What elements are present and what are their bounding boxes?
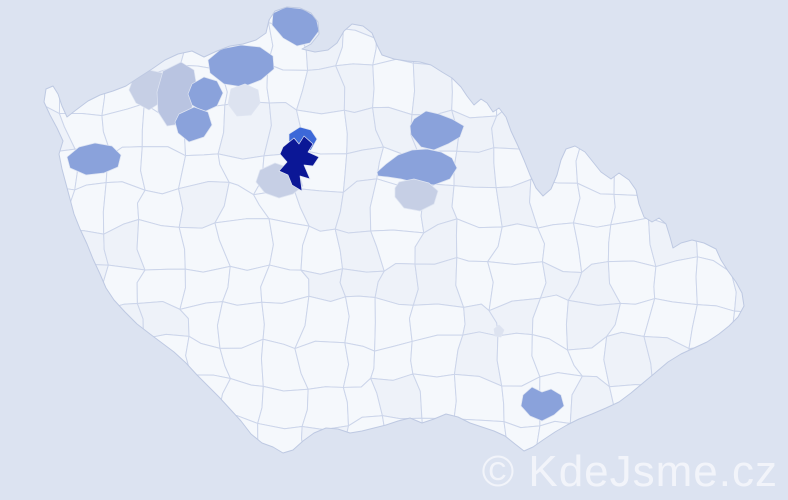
district-cell[interactable] [344, 295, 376, 352]
district-east-2[interactable] [376, 148, 458, 186]
district-south-2[interactable] [493, 324, 505, 338]
country-outline [43, 6, 745, 454]
district-cell[interactable] [301, 386, 349, 431]
district-south-1[interactable] [520, 386, 565, 422]
watermark-kdejsme: © KdeJsme.cz [481, 447, 778, 496]
district-east-3[interactable] [394, 178, 439, 212]
district-cell[interactable] [372, 58, 416, 116]
district-north-1[interactable] [207, 44, 275, 88]
district-east-1[interactable] [409, 110, 465, 151]
district-cell[interactable] [257, 385, 309, 430]
district-cell[interactable] [136, 219, 186, 271]
district-nw-4[interactable] [174, 106, 213, 143]
district-center-navy[interactable] [278, 135, 320, 192]
district-nw-3[interactable] [187, 76, 224, 113]
district-west-1[interactable] [66, 142, 122, 176]
district-nw-5[interactable] [227, 83, 261, 117]
district-cell[interactable] [453, 147, 497, 189]
